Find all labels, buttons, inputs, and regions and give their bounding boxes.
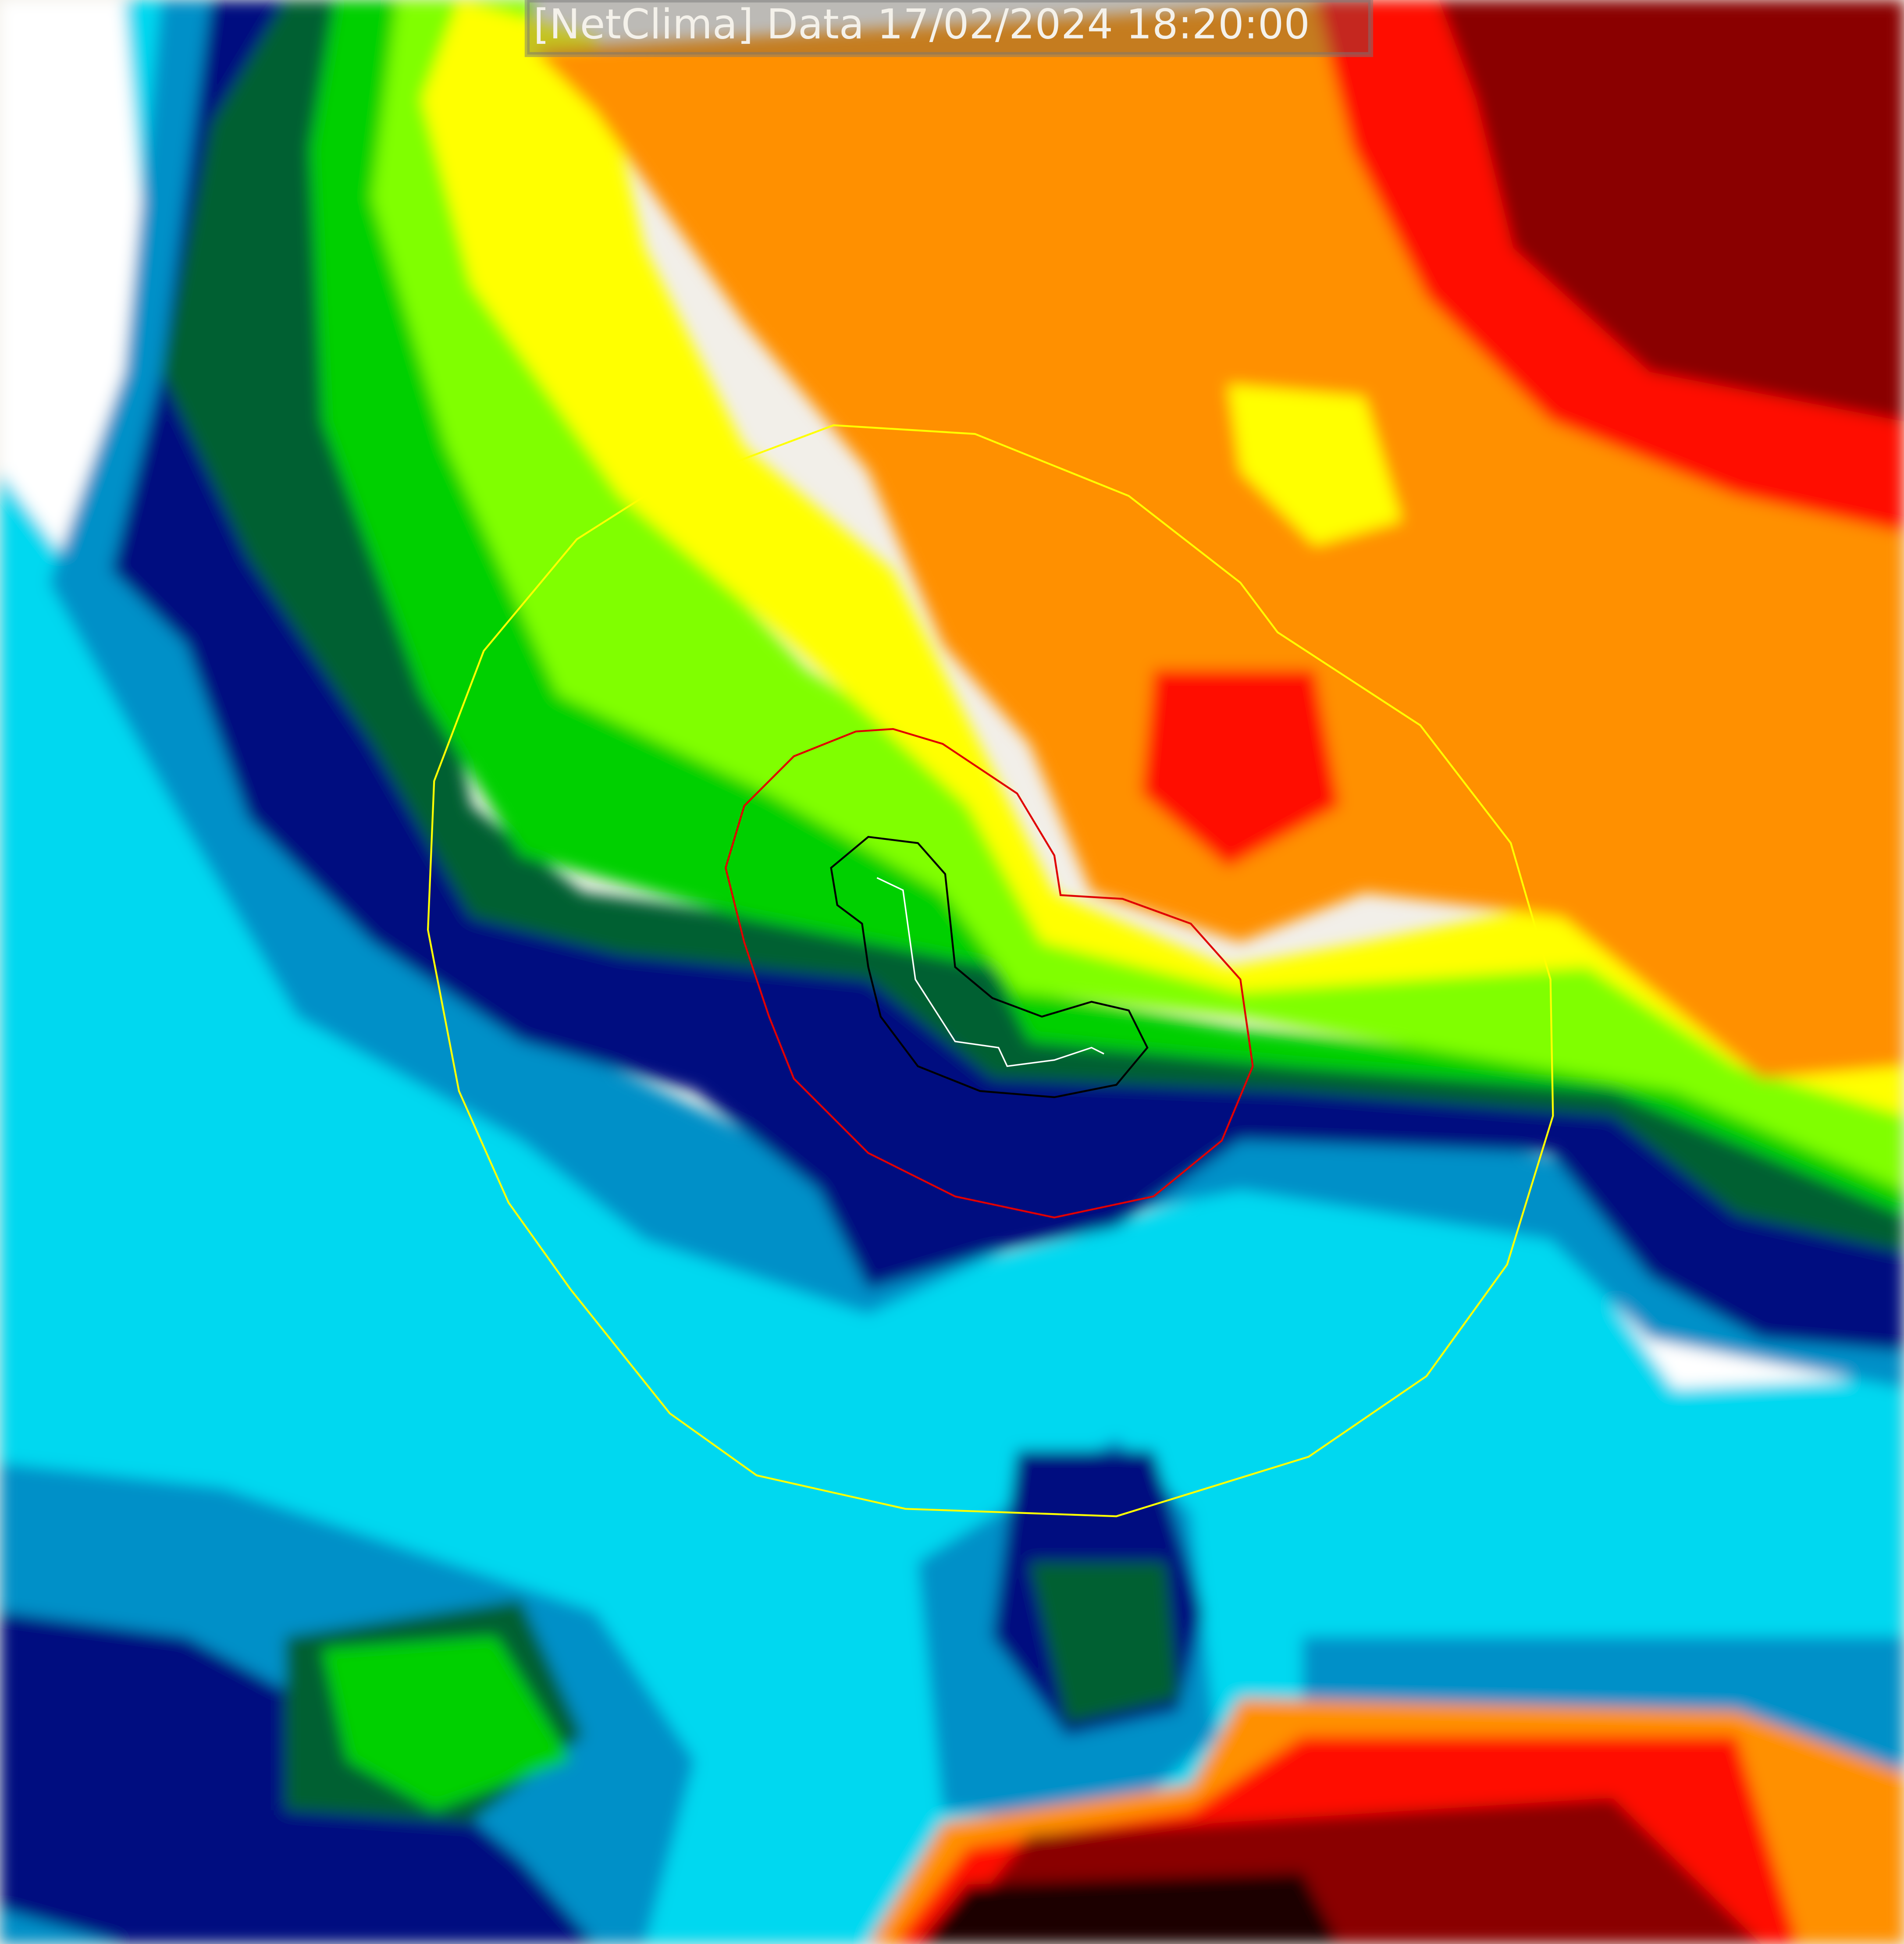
precip-yellow <box>1228 384 1402 546</box>
precip-green <box>322 1636 571 1810</box>
inner-contour <box>830 835 1149 1098</box>
timestamp-title: [NetClima] Data 17/02/2024 18:20:00 <box>534 1 1310 49</box>
outer-ring <box>427 424 1554 1518</box>
precip-navy <box>111 0 1904 1352</box>
precip-red <box>1141 669 1340 868</box>
precip-dark-green <box>1029 1562 1178 1724</box>
precip-extreme <box>918 1872 1340 1944</box>
storm-track <box>876 877 1104 1067</box>
title-box: [NetClima] Data 17/02/2024 18:20:00 <box>524 0 1374 57</box>
middle-contour <box>724 728 1254 1219</box>
precip-dark-green <box>161 0 1904 1252</box>
precip-light-blue <box>50 0 1904 1389</box>
precip-dark-red <box>1439 0 1904 422</box>
